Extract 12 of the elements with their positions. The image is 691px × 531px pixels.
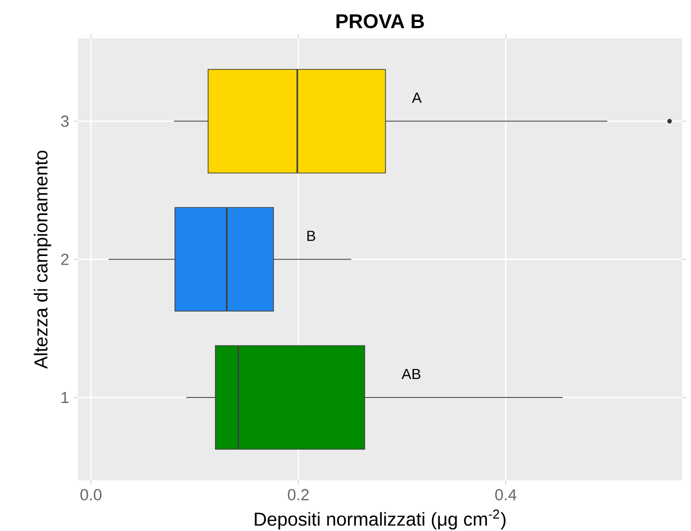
annotation: B: [307, 230, 316, 241]
y-tick-label: 3: [60, 116, 69, 127]
y-axis-title: Altezza di campionamento: [34, 150, 52, 369]
chart-title: PROVA B: [336, 14, 424, 28]
y-tick-label: 2: [61, 254, 68, 265]
annotation: A: [412, 92, 422, 103]
x-tick-label: 0.0: [80, 489, 102, 500]
x-tick-label: 0.4: [495, 489, 516, 500]
x-axis-title: Depositi normalizzati (μg cm$^{-2}$): [254, 510, 506, 530]
annotation: AB: [402, 368, 420, 380]
y-tick-label: 1: [62, 392, 69, 403]
x-tick-label: 0.2: [288, 489, 309, 500]
